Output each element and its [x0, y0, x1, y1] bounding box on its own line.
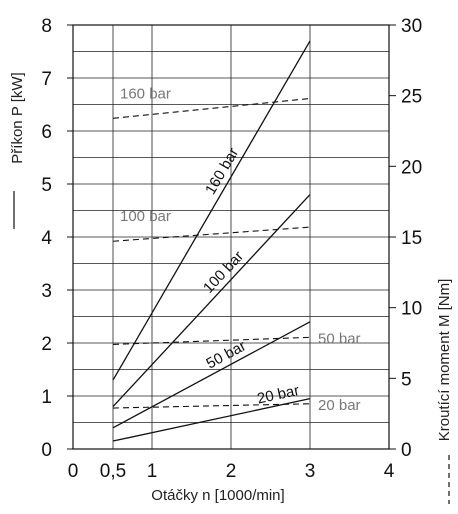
torque-series-label: 160 bar [120, 85, 171, 102]
y-right-tick-label: 5 [401, 369, 412, 390]
y-left-tick-label: 5 [41, 175, 52, 196]
y-left-tick-label: 2 [41, 334, 52, 355]
y-left-tick-label: 0 [41, 440, 52, 461]
y-right-tick-label: 20 [401, 157, 422, 178]
torque-line-100-bar [112, 226, 311, 242]
plot-frame [67, 24, 396, 450]
y-left-tick-label: 3 [41, 281, 52, 302]
x-axis-title: Otáčky n [1000/min] [151, 487, 284, 504]
torque-line-50-bar [112, 336, 311, 345]
torque-line-160-bar [112, 97, 311, 119]
power-line-20-bar [112, 398, 311, 442]
y-right-tick-label: 25 [401, 87, 422, 108]
power-series-label: 160 bar [202, 145, 242, 198]
torque-series-label: 100 bar [120, 208, 171, 225]
x-tick-label: 0,5 [100, 461, 126, 482]
power-line-160-bar [112, 40, 311, 381]
x-tick-label: 2 [226, 461, 237, 482]
torque-series-label: 50 bar [318, 330, 361, 347]
y-right-tick-label: 30 [401, 16, 422, 37]
torque-line-20-bar [112, 403, 311, 409]
x-tick-label: 3 [305, 461, 316, 482]
series-labels: 160 bar 100 bar 50 bar 20 bar 160 bar 100 bar… [120, 85, 361, 413]
power-line-100-bar [112, 194, 311, 408]
x-tick-label: 0 [68, 461, 79, 482]
y-left-tick-label: 4 [41, 228, 52, 249]
y-left-tick-label: 8 [41, 16, 52, 37]
y-right-tick-label: 10 [401, 299, 422, 320]
power-line-50-bar [112, 321, 311, 429]
y-left-tick-label: 7 [41, 69, 52, 90]
power-series-label: 100 bar [200, 248, 247, 297]
y-right-tick-label: 15 [401, 228, 422, 249]
y-left-axis-title: Příkon P [kW] [9, 72, 26, 163]
y-right-tick-label: 0 [401, 440, 412, 461]
y-right-axis-title: Kroutící moment M [Nm] [436, 279, 453, 442]
y-left-tick-label: 1 [41, 387, 52, 408]
torque-series-label: 20 bar [318, 397, 361, 414]
y-left-tick-label: 6 [41, 122, 52, 143]
x-tick-label: 4 [384, 461, 395, 482]
power-lines [112, 40, 311, 442]
x-tick-label: 1 [147, 461, 158, 482]
